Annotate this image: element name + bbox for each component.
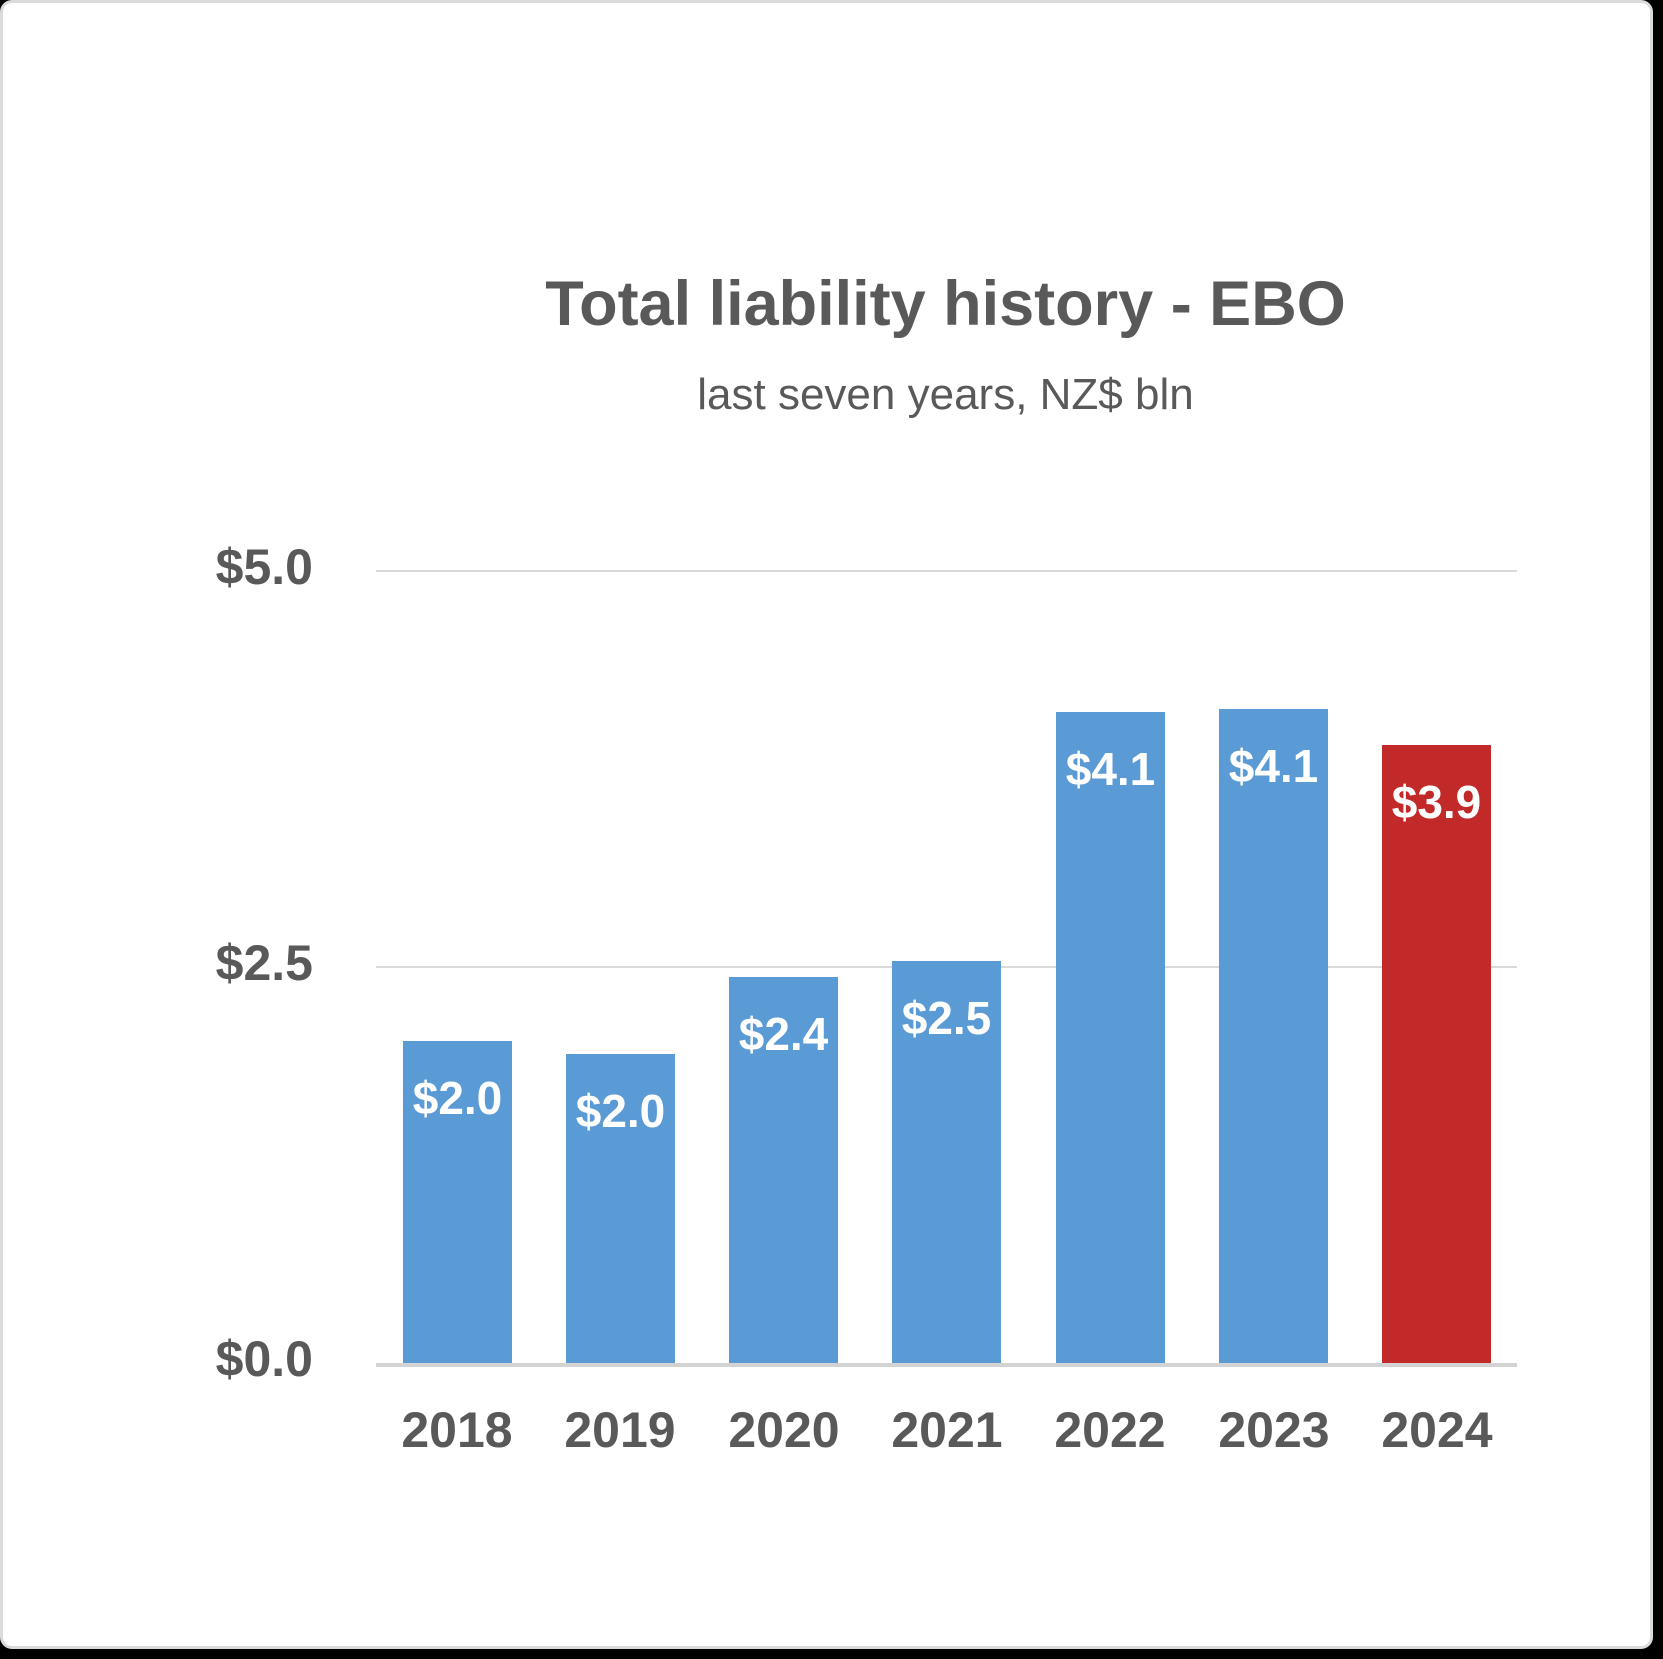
x-tick-label-2018: 2018 [401, 1402, 513, 1458]
y-tick-label-0.0: $0.0 [215, 1331, 313, 1387]
bar-value-label-2019: $2.0 [575, 1085, 666, 1137]
y-tick-label-2.5: $2.5 [215, 935, 313, 991]
bar-value-label-2021: $2.5 [901, 992, 992, 1044]
bar-2019: $2.0 [566, 1054, 675, 1363]
x-tick-label-2019: 2019 [564, 1402, 676, 1458]
bar-value-label-2023: $4.1 [1228, 740, 1319, 792]
bar-value-label-2020: $2.4 [738, 1008, 829, 1060]
x-tick-label-2020: 2020 [728, 1402, 840, 1458]
bar-2021: $2.5 [892, 961, 1001, 1363]
bar-value-label-2018: $2.0 [412, 1072, 503, 1124]
x-tick-label-2024: 2024 [1381, 1402, 1493, 1458]
x-tick-label-2023: 2023 [1218, 1402, 1330, 1458]
chart-subtitle: last seven years, NZ$ bln [697, 370, 1194, 419]
chart-title: Total liability history - EBO [545, 269, 1346, 339]
y-tick-label-5.0: $5.0 [215, 539, 313, 595]
x-tick-label-2022: 2022 [1054, 1402, 1166, 1458]
gridline-5.0 [376, 570, 1517, 572]
bar-2018: $2.0 [403, 1041, 512, 1363]
x-axis-baseline [376, 1363, 1517, 1367]
x-tick-label-2021: 2021 [891, 1402, 1003, 1458]
bar-value-label-2022: $4.1 [1065, 743, 1156, 795]
bar-2023: $4.1 [1219, 709, 1328, 1363]
bar-2020: $2.4 [729, 977, 838, 1363]
bar-2022: $4.1 [1056, 712, 1165, 1363]
plot-area: $5.0 $2.5 $0.0 $2.0 2018 $2.0 2019 $2.4 2020 $2.5… [3, 3, 1650, 1646]
bar-value-label-2024: $3.9 [1391, 776, 1482, 828]
bar-2024: $3.9 [1382, 745, 1491, 1363]
